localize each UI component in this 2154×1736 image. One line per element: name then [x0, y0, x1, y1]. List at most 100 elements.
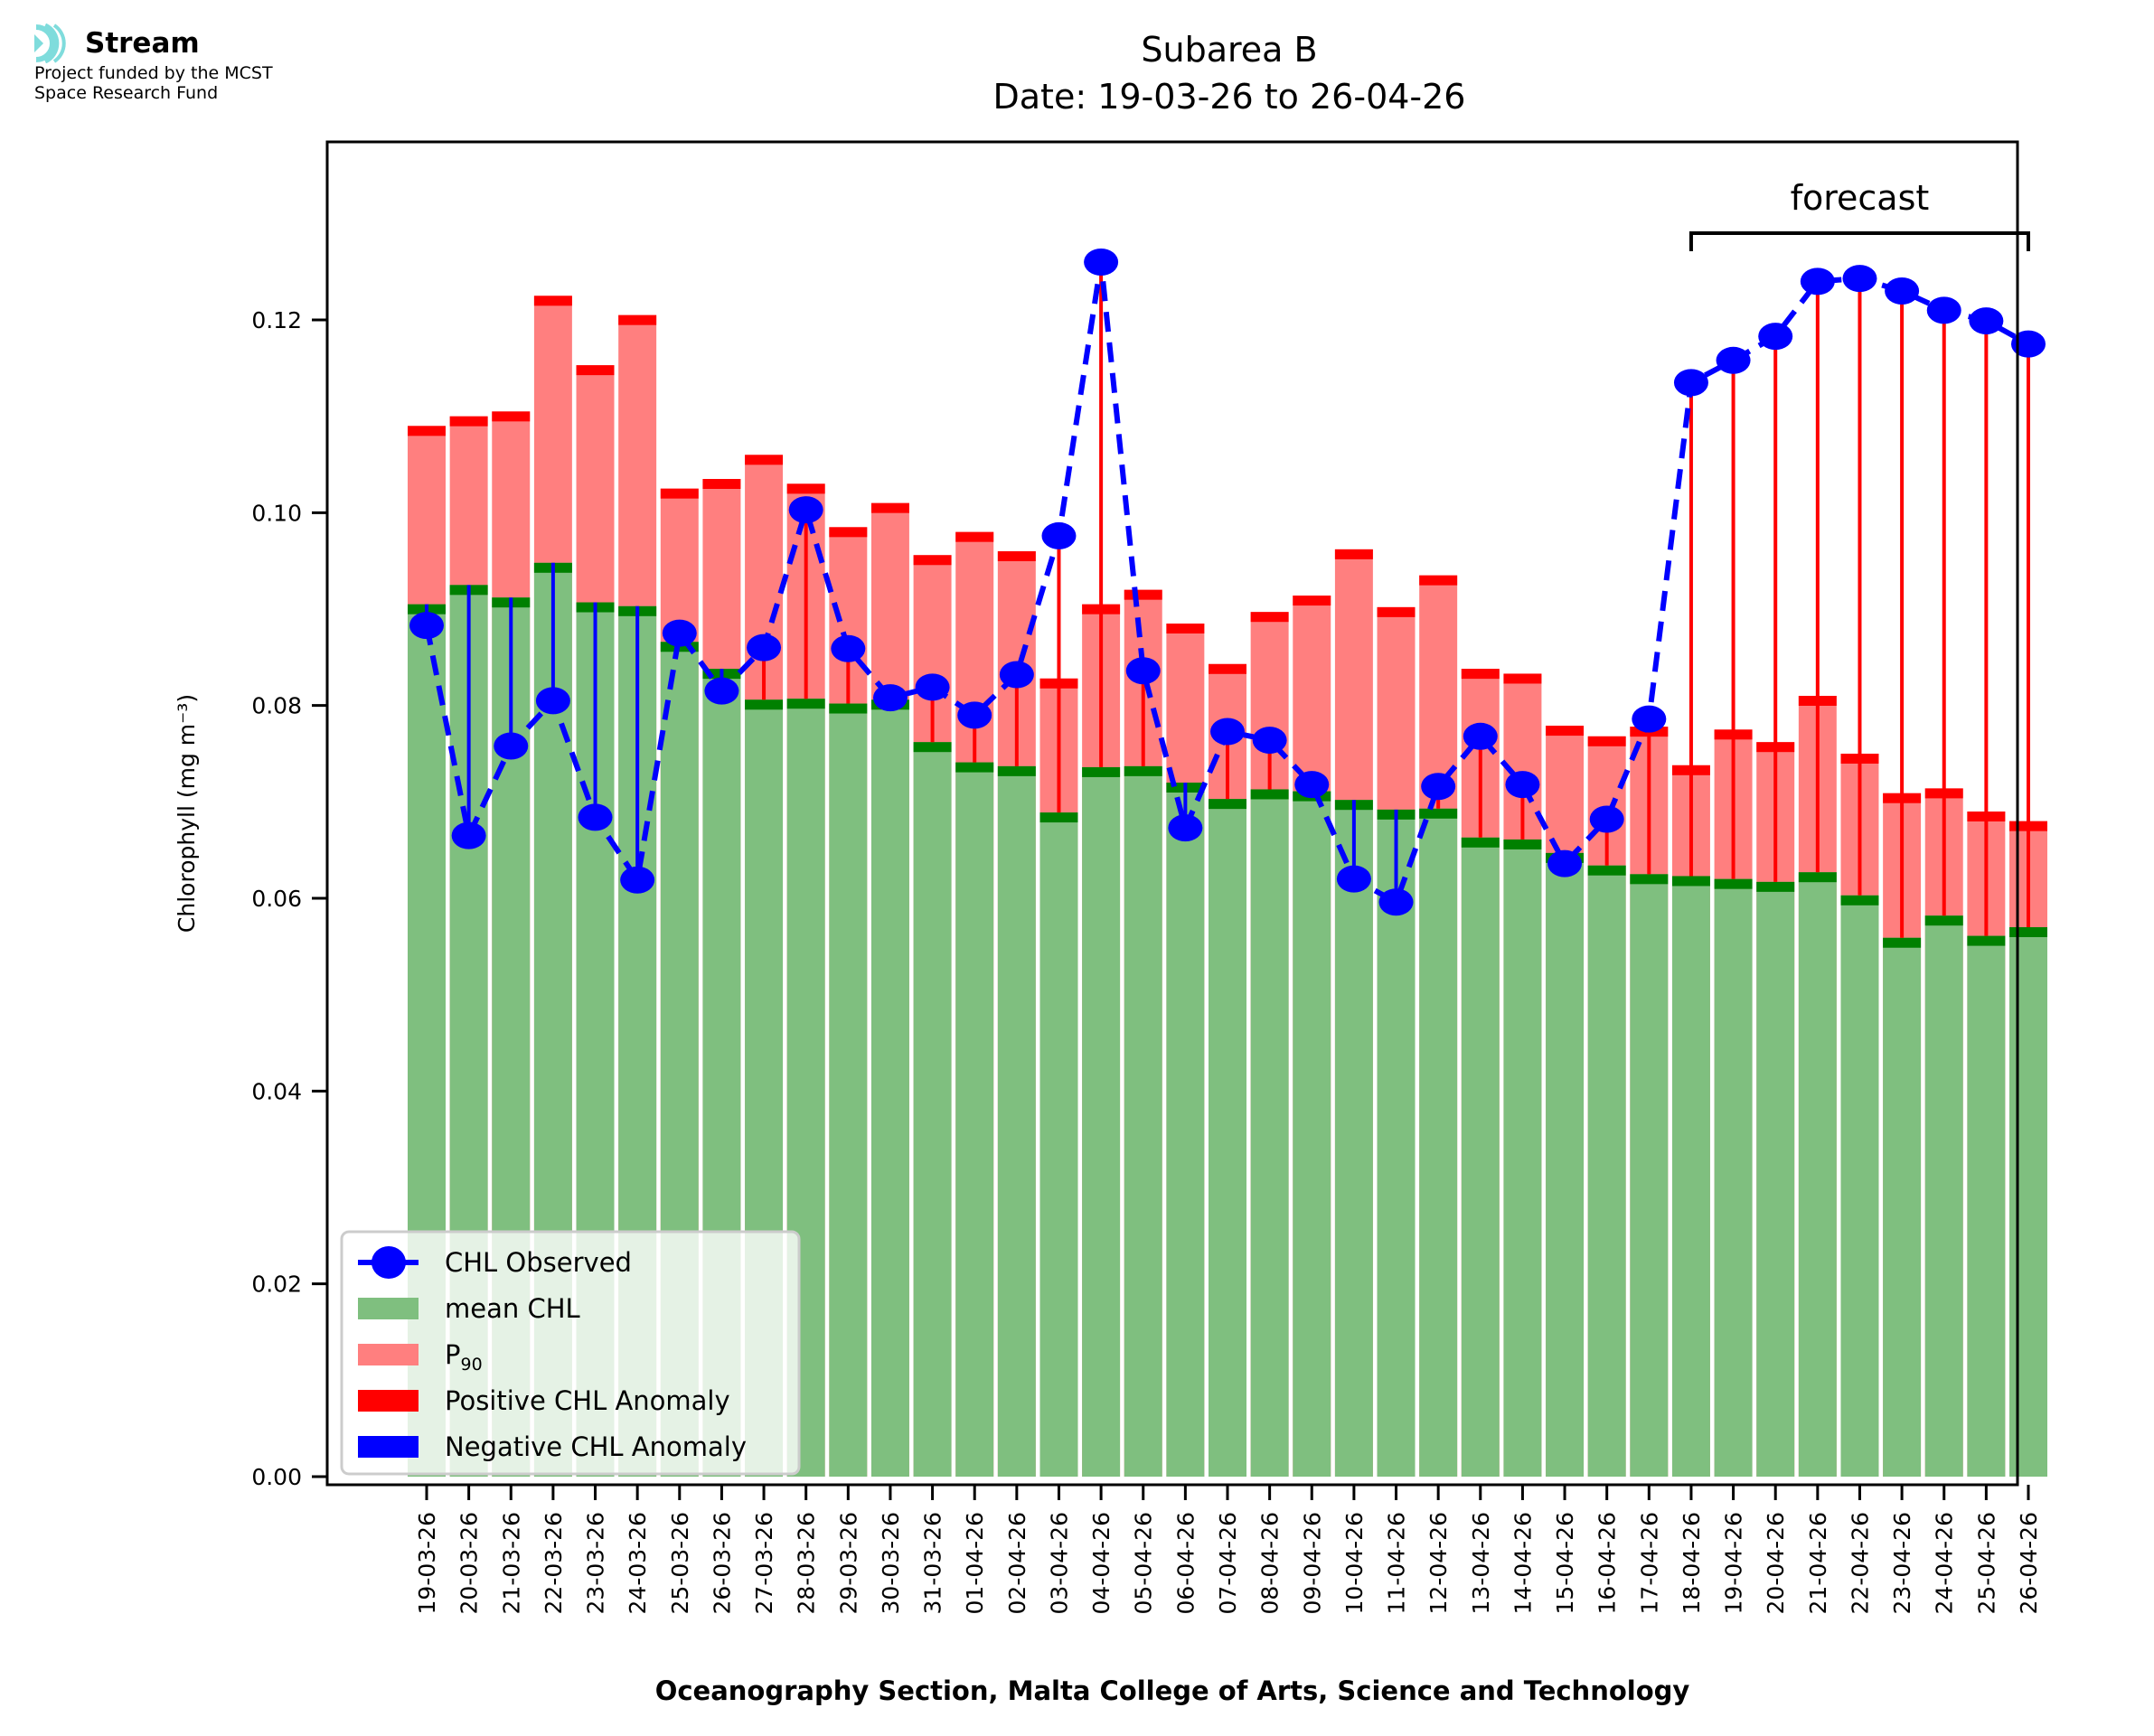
mean-cap — [1630, 874, 1669, 885]
x-tick-label: 06-04-26 — [1172, 1512, 1199, 1614]
mean-bar — [1630, 874, 1669, 1477]
x-tick-label: 27-03-26 — [751, 1512, 777, 1614]
mean-bar — [1082, 766, 1121, 1477]
x-tick-label: 02-04-26 — [1004, 1512, 1030, 1614]
x-tick-label: 12-04-26 — [1425, 1512, 1452, 1614]
mean-cap — [1250, 789, 1289, 800]
mean-cap — [1714, 878, 1753, 889]
p90-cap — [702, 479, 741, 489]
y-tick-label: 0.10 — [251, 500, 302, 526]
p90-cap — [408, 426, 446, 436]
observed-point — [409, 612, 444, 640]
legend-label: CHL Observed — [445, 1247, 632, 1278]
observed-point — [1589, 805, 1624, 833]
x-tick-label: 20-04-26 — [1763, 1512, 1789, 1614]
observed-point — [704, 677, 739, 705]
mean-bar — [997, 765, 1036, 1477]
mean-cap — [1461, 837, 1500, 848]
mean-bar — [1798, 872, 1837, 1477]
observed-point — [831, 634, 866, 662]
legend-label-subscript: 90 — [461, 1355, 483, 1375]
observed-point — [494, 732, 529, 760]
mean-bar — [1546, 852, 1585, 1477]
mean-bar — [1714, 878, 1753, 1477]
y-tick-label: 0.00 — [251, 1464, 302, 1490]
observed-point — [872, 684, 908, 712]
observed-point — [1800, 267, 1835, 296]
observed-layer — [409, 249, 2046, 916]
observed-point — [999, 661, 1034, 689]
mean-cap — [1840, 895, 1879, 906]
observed-point — [788, 496, 823, 524]
mean-cap — [2009, 927, 2047, 937]
y-tick-label: 0.12 — [251, 307, 302, 333]
x-axis-label: Oceanography Section, Malta College of A… — [655, 1675, 1690, 1706]
x-tick-label: 23-04-26 — [1889, 1512, 1915, 1614]
observed-point — [1758, 323, 1793, 351]
observed-point — [1547, 849, 1583, 877]
mean-cap — [955, 762, 994, 773]
observed-point — [1336, 865, 1371, 893]
legend-swatch-icon — [358, 1344, 419, 1365]
p90-cap — [1334, 549, 1373, 559]
mean-cap — [1756, 881, 1795, 892]
observed-point — [1505, 771, 1540, 799]
p90-cap — [533, 296, 572, 306]
observed-point — [1252, 727, 1287, 755]
mean-bar — [1250, 789, 1289, 1477]
x-tick-label: 01-04-26 — [962, 1512, 988, 1614]
observed-point — [1716, 346, 1751, 374]
x-axis: 19-03-26 20-03-26 21-03-26 22-03-26 23-03-26… — [414, 1485, 2042, 1614]
observed-point — [535, 687, 570, 715]
mean-cap — [1503, 839, 1542, 849]
x-tick-label: 26-04-26 — [2016, 1512, 2042, 1614]
legend-box — [340, 1230, 801, 1476]
mean-bar — [1587, 865, 1626, 1477]
mean-cap — [1798, 872, 1837, 883]
mean-bar — [2009, 927, 2047, 1477]
p90-cap — [745, 455, 784, 465]
mean-cap — [745, 699, 784, 710]
mean-cap — [786, 699, 825, 709]
p90-cap — [829, 527, 868, 538]
x-tick-label: 31-03-26 — [920, 1512, 946, 1614]
mean-cap — [1124, 765, 1162, 776]
x-tick-label: 04-04-26 — [1088, 1512, 1115, 1614]
observed-point — [1632, 705, 1667, 733]
p90-cap — [492, 411, 531, 422]
p90-cap — [1209, 663, 1246, 674]
mean-bar — [870, 699, 909, 1477]
x-tick-label: 03-04-26 — [1046, 1512, 1072, 1614]
legend-swatch-icon — [358, 1390, 419, 1412]
legend-swatch-icon — [358, 1436, 419, 1458]
mean-cap — [1039, 812, 1078, 823]
x-tick-label: 19-04-26 — [1721, 1512, 1747, 1614]
p90-cap — [1166, 624, 1205, 633]
observed-point — [1210, 718, 1245, 746]
forecast-label: forecast — [1791, 178, 1930, 218]
x-tick-label: 25-04-26 — [1973, 1512, 1999, 1614]
observed-point — [578, 803, 613, 831]
mean-bar — [1124, 765, 1162, 1477]
mean-bar — [1209, 799, 1246, 1477]
logo-funding-line-2: Space Research Fund — [34, 83, 219, 103]
observed-point — [2011, 330, 2046, 358]
observed-point — [747, 633, 782, 662]
p90-cap — [1546, 726, 1585, 737]
mean-bar — [1419, 808, 1458, 1477]
p90-cap — [1293, 596, 1331, 606]
x-tick-label: 29-03-26 — [835, 1512, 861, 1614]
mean-bar — [955, 762, 994, 1477]
x-tick-label: 10-04-26 — [1341, 1512, 1368, 1614]
mean-bar — [1039, 812, 1078, 1477]
p90-cap — [870, 502, 909, 513]
chart-title: Subarea B — [1141, 30, 1317, 70]
p90-cap — [1503, 673, 1542, 684]
mean-cap — [1209, 799, 1246, 810]
observed-point — [662, 619, 697, 647]
chart-subtitle: Date: 19-03-26 to 26-04-26 — [993, 77, 1466, 117]
p90-cap — [576, 365, 615, 376]
p90-cap — [1461, 669, 1500, 680]
x-tick-label: 05-04-26 — [1131, 1512, 1157, 1614]
mean-bar — [1756, 881, 1795, 1477]
